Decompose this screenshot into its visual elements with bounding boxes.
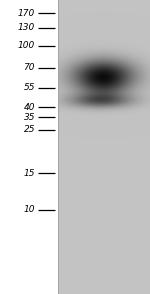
Text: 35: 35 — [24, 113, 35, 121]
Text: 15: 15 — [24, 168, 35, 178]
Text: 130: 130 — [18, 24, 35, 33]
Text: 100: 100 — [18, 41, 35, 51]
Text: 55: 55 — [24, 83, 35, 93]
Text: 170: 170 — [18, 9, 35, 18]
Text: 10: 10 — [24, 206, 35, 215]
Text: 70: 70 — [24, 64, 35, 73]
Text: 25: 25 — [24, 126, 35, 134]
Text: 40: 40 — [24, 103, 35, 111]
